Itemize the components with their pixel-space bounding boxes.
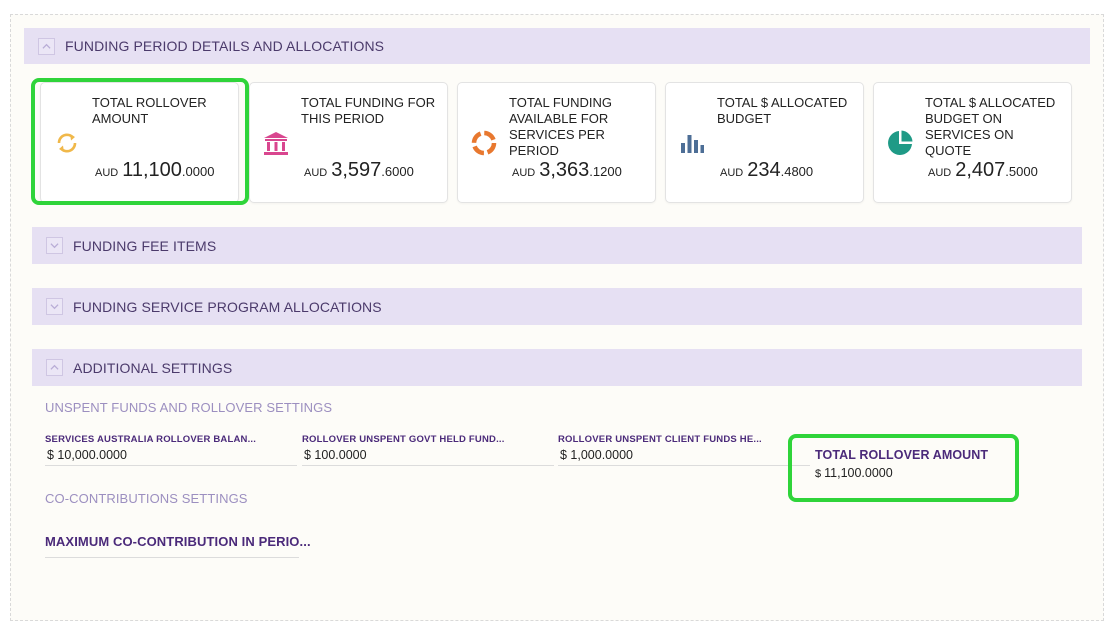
card-allocated-budget: TOTAL $ ALLOCATED BUDGET AUD 234 .4800: [665, 82, 864, 203]
field-max-cocontribution[interactable]: MAXIMUM CO-CONTRIBUTION IN PERIO...: [45, 534, 311, 558]
currency-label: AUD: [720, 167, 744, 179]
field-value[interactable]: $ 1,000.0000: [558, 448, 810, 466]
field-services-australia-rollover[interactable]: SERVICES AUSTRALIA ROLLOVER BALAN... $ 1…: [45, 434, 297, 466]
card-budget-on-quote: TOTAL $ ALLOCATED BUDGET ON SERVICES ON …: [873, 82, 1072, 203]
donut-icon: [470, 129, 498, 157]
collapse-icon[interactable]: [46, 359, 63, 376]
cocontrib-settings-heading: CO-CONTRIBUTIONS SETTINGS: [45, 491, 248, 506]
card-title: TOTAL $ ALLOCATED BUDGET ON SERVICES ON …: [925, 95, 1056, 158]
currency-label: AUD: [95, 167, 119, 179]
amount-integer: 3,597: [331, 159, 382, 181]
field-label: ROLLOVER UNSPENT CLIENT FUNDS HE...: [558, 434, 762, 445]
currency-label: AUD: [512, 167, 536, 179]
currency-label: AUD: [928, 167, 952, 179]
card-amount: AUD 3,597 .6000: [304, 159, 414, 182]
expand-icon[interactable]: [46, 298, 63, 315]
rollover-settings-heading: UNSPENT FUNDS AND ROLLOVER SETTINGS: [45, 400, 333, 415]
amount-decimal: .6000: [381, 164, 414, 179]
card-amount: AUD 3,363 .1200: [512, 159, 622, 182]
amount-value: 11,100.0000: [824, 466, 893, 480]
section-title: FUNDING SERVICE PROGRAM ALLOCATIONS: [73, 298, 382, 315]
section-title: FUNDING FEE ITEMS: [73, 237, 217, 254]
section-title: ADDITIONAL SETTINGS: [73, 359, 233, 376]
field-label: ROLLOVER UNSPENT GOVT HELD FUND...: [302, 434, 505, 445]
card-title: TOTAL FUNDING AVAILABLE FOR SERVICES PER…: [509, 95, 613, 158]
refresh-icon: [53, 129, 81, 157]
amount-decimal: .0000: [181, 164, 215, 179]
field-rollover-client-funds[interactable]: ROLLOVER UNSPENT CLIENT FUNDS HE... $ 1,…: [558, 434, 810, 466]
amount-integer: 11,100: [122, 159, 182, 181]
amount-decimal: .4800: [780, 164, 814, 179]
field-value[interactable]: $ 10,000.0000: [45, 448, 297, 466]
amount-integer: 2,407: [955, 159, 1006, 181]
collapse-icon[interactable]: [38, 37, 55, 55]
amount-decimal: .1200: [589, 164, 622, 179]
section-fee-items[interactable]: FUNDING FEE ITEMS: [32, 227, 1082, 264]
field-value[interactable]: $ 100.0000: [302, 448, 554, 466]
bar-chart-icon: [678, 129, 706, 157]
card-title: TOTAL $ ALLOCATED BUDGET: [717, 95, 848, 126]
currency-label: $: [815, 468, 822, 480]
card-total-funding: TOTAL FUNDING FOR THIS PERIOD AUD 3,597 …: [249, 82, 448, 203]
pie-icon: [886, 129, 914, 157]
amount-integer: 3,363: [539, 159, 590, 181]
bank-icon: [262, 129, 290, 157]
field-label: SERVICES AUSTRALIA ROLLOVER BALAN...: [45, 434, 257, 445]
card-funding-available: TOTAL FUNDING AVAILABLE FOR SERVICES PER…: [457, 82, 656, 203]
section-funding-period[interactable]: FUNDING PERIOD DETAILS AND ALLOCATIONS: [24, 28, 1090, 64]
total-rollover-amount: TOTAL ROLLOVER AMOUNT $11,100.0000: [815, 448, 988, 480]
section-additional-settings[interactable]: ADDITIONAL SETTINGS: [32, 349, 1082, 386]
card-total-rollover: TOTAL ROLLOVER AMOUNT AUD 11,100 .0000: [40, 82, 239, 203]
amount-decimal: .5000: [1005, 164, 1038, 179]
card-title: TOTAL ROLLOVER AMOUNT: [92, 95, 207, 126]
field-rollover-govt-held[interactable]: ROLLOVER UNSPENT GOVT HELD FUND... $ 100…: [302, 434, 554, 466]
currency-label: AUD: [304, 167, 328, 179]
field-label: TOTAL ROLLOVER AMOUNT: [815, 448, 989, 462]
card-title: TOTAL FUNDING FOR THIS PERIOD: [301, 95, 436, 126]
card-amount: AUD 11,100 .0000: [95, 159, 214, 182]
section-program-allocations[interactable]: FUNDING SERVICE PROGRAM ALLOCATIONS: [32, 288, 1082, 325]
field-value: $11,100.0000: [815, 466, 988, 480]
card-amount: AUD 2,407 .5000: [928, 159, 1038, 182]
expand-icon[interactable]: [46, 237, 63, 254]
amount-integer: 234: [747, 159, 781, 181]
section-title: FUNDING PERIOD DETAILS AND ALLOCATIONS: [65, 38, 385, 54]
card-amount: AUD 234 .4800: [720, 159, 813, 182]
